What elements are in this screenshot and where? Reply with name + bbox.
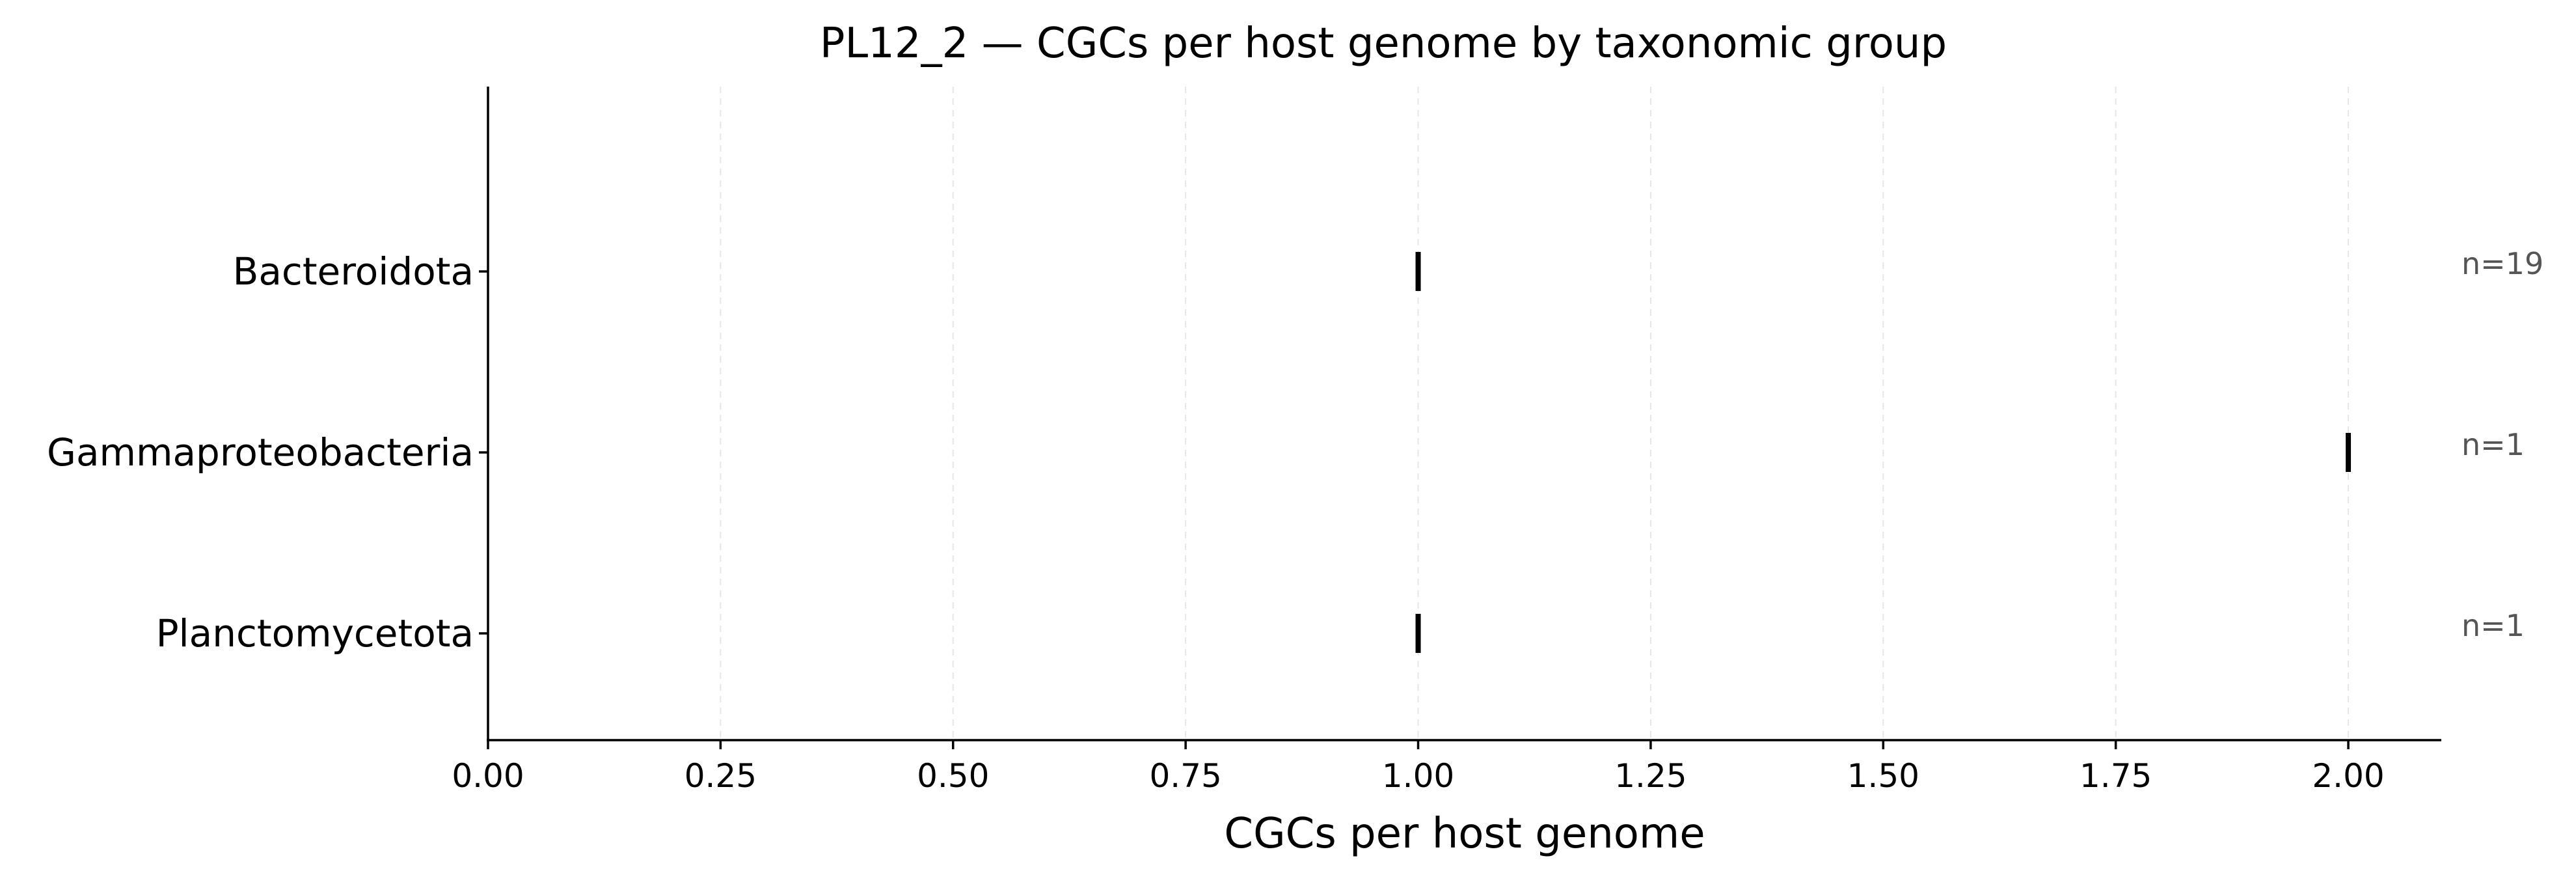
count-labels: n=19 n=1 n=1 (2461, 246, 2543, 643)
x-tick-label: 0.25 (685, 757, 757, 795)
x-tick-label: 2.00 (2312, 757, 2384, 795)
x-tick-label: 1.25 (1614, 757, 1687, 795)
x-tick-label: 1.50 (1847, 757, 1919, 795)
x-axis-ticks: 0.00 0.25 0.50 0.75 1.00 1.25 1.50 1.75 2.00 (452, 740, 2385, 795)
y-axis-ticks: Bacteroidota Gammaproteobacteria Planctomy… (47, 249, 488, 656)
y-tick-label: Gammaproteobacteria (47, 430, 474, 475)
x-tick-label: 0.75 (1149, 757, 1221, 795)
grid-lines (720, 87, 2350, 740)
count-label: n=1 (2461, 427, 2525, 462)
y-tick-label: Planctomycetota (156, 611, 474, 656)
x-tick-label: 1.75 (2080, 757, 2152, 795)
data-marks (1415, 252, 2352, 653)
x-tick-label: 1.00 (1382, 757, 1454, 795)
x-axis-label: CGCs per host genome (1224, 810, 1705, 858)
count-label: n=19 (2461, 246, 2543, 281)
x-tick-label: 0.00 (452, 757, 524, 795)
y-tick-label: Bacteroidota (233, 249, 474, 294)
count-label: n=1 (2461, 608, 2525, 643)
x-tick-label: 0.50 (917, 757, 989, 795)
chart-title: PL12_2 — CGCs per host genome by taxonom… (820, 20, 1947, 68)
